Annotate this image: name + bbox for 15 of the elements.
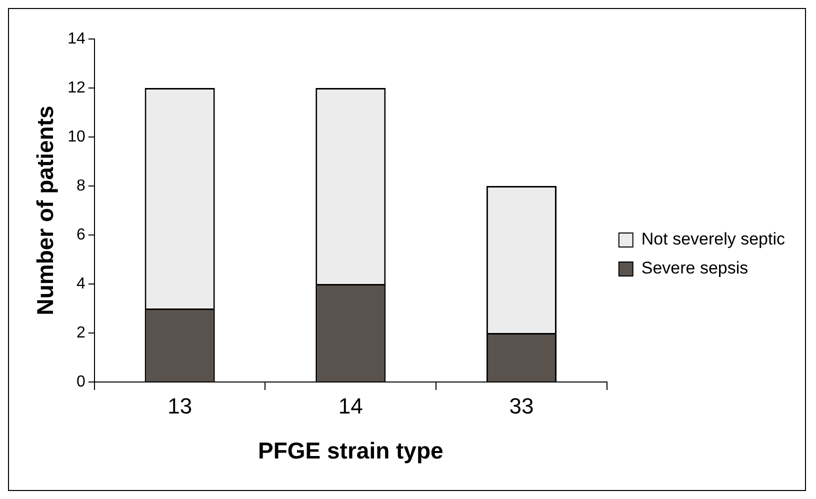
y-tick-label: 14	[68, 30, 86, 48]
y-tick-label: 8	[76, 177, 86, 194]
y-tick-label: 0	[76, 373, 86, 390]
y-tick-label: 2	[76, 324, 86, 342]
y-axis-title: Number of patients	[32, 106, 58, 316]
x-tick-label: 13	[168, 393, 192, 418]
x-axis-title: PFGE strain type	[258, 438, 444, 464]
y-tick-label: 12	[68, 79, 86, 96]
y-tick-label: 10	[68, 128, 86, 146]
x-tick-label: 33	[509, 393, 534, 418]
y-tick-label: 4	[76, 275, 86, 292]
legend-label: Not severely septic	[641, 230, 786, 249]
legend-label: Severe sepsis	[641, 258, 748, 278]
y-tick-label: 6	[76, 226, 86, 244]
x-tick-label: 14	[338, 393, 363, 418]
